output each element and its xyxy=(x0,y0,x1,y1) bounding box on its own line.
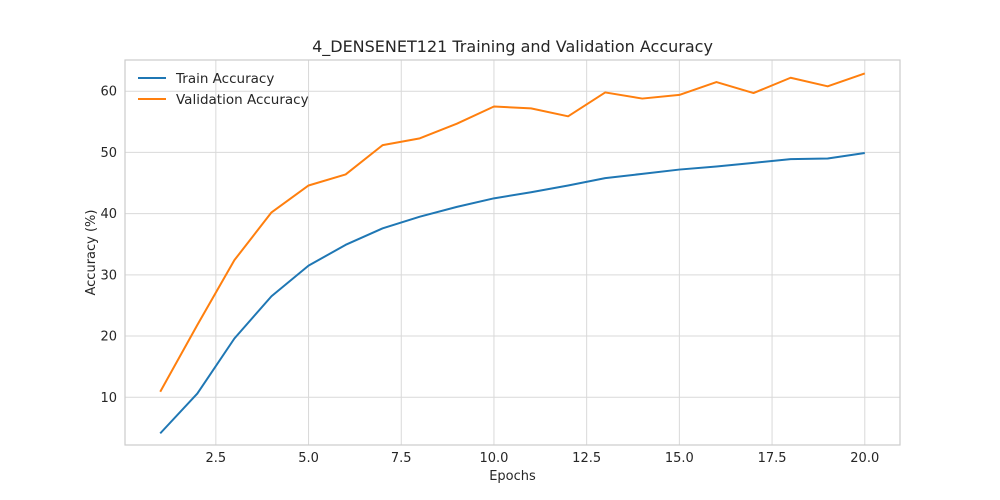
x-tick-label: 12.5 xyxy=(572,451,601,466)
x-axis-label: Epochs xyxy=(489,469,536,484)
x-tick-label: 17.5 xyxy=(758,451,787,466)
x-tick-label: 15.0 xyxy=(665,451,694,466)
y-axis-ticks: 10 20 30 40 50 60 xyxy=(100,85,117,406)
chart-title: 4_DENSENET121 Training and Validation Ac… xyxy=(312,37,713,57)
legend-label-validation: Validation Accuracy xyxy=(176,92,309,108)
y-tick-label: 30 xyxy=(100,268,117,283)
series-lines xyxy=(159,72,866,435)
legend: Train Accuracy Validation Accuracy xyxy=(138,71,309,108)
x-tick-label: 10.0 xyxy=(479,451,508,466)
legend-label-train: Train Accuracy xyxy=(175,71,274,87)
validation-accuracy-line xyxy=(159,72,866,393)
grid xyxy=(125,60,900,445)
x-tick-label: 2.5 xyxy=(206,451,227,466)
x-tick-label: 5.0 xyxy=(298,451,319,466)
y-tick-label: 50 xyxy=(100,146,117,161)
train-accuracy-line xyxy=(159,152,865,435)
y-tick-label: 40 xyxy=(100,207,117,222)
x-tick-label: 20.0 xyxy=(850,451,879,466)
plot-area-frame xyxy=(124,59,901,446)
y-tick-label: 60 xyxy=(100,85,117,100)
x-axis-ticks: 2.5 5.0 7.5 10.0 12.5 15.0 17.5 20.0 xyxy=(206,451,880,466)
y-tick-label: 20 xyxy=(100,330,117,345)
x-tick-label: 7.5 xyxy=(391,451,412,466)
y-axis-label: Accuracy (%) xyxy=(84,210,99,296)
y-tick-label: 10 xyxy=(100,391,117,406)
